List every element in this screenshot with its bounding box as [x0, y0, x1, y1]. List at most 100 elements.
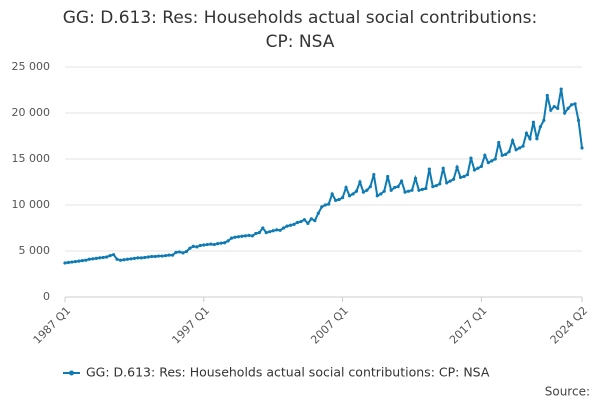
point [448, 179, 452, 183]
point [511, 139, 515, 143]
point [94, 256, 98, 260]
point [559, 87, 563, 91]
y-tick-label: 5 000 [19, 244, 51, 257]
point [167, 253, 171, 257]
point [535, 137, 539, 141]
source: Source: [545, 385, 590, 399]
point [309, 217, 313, 221]
point [302, 218, 307, 222]
point [483, 153, 487, 157]
point [462, 174, 466, 179]
point [455, 165, 459, 169]
point [80, 259, 84, 263]
point [91, 257, 95, 261]
point [524, 131, 529, 135]
point [243, 234, 248, 238]
point [212, 242, 216, 247]
point [351, 192, 355, 196]
point [84, 258, 88, 262]
point [105, 255, 109, 259]
point [486, 161, 490, 165]
point [143, 255, 147, 260]
point [268, 230, 272, 234]
point [545, 93, 549, 98]
point [236, 235, 241, 239]
point [514, 148, 518, 152]
point [517, 146, 522, 150]
point [410, 188, 414, 192]
point [229, 236, 234, 240]
point [316, 211, 320, 215]
point [354, 189, 359, 193]
point [275, 228, 279, 232]
point [115, 257, 119, 261]
point [393, 185, 397, 190]
point [476, 166, 480, 170]
point [271, 229, 275, 233]
point [365, 188, 369, 192]
point [240, 234, 244, 238]
point [576, 118, 581, 122]
point [295, 220, 300, 225]
point [223, 241, 227, 245]
x-tick-label: 2024 Q2 [548, 304, 591, 347]
point [458, 175, 463, 179]
point [132, 256, 136, 260]
point [427, 167, 431, 171]
point [264, 231, 268, 235]
point [465, 173, 470, 177]
point [361, 190, 366, 194]
y-tick-label: 15 000 [12, 152, 51, 165]
point [379, 192, 383, 196]
point [569, 103, 574, 107]
point [358, 180, 362, 184]
point [299, 219, 303, 224]
point [73, 259, 78, 264]
point [233, 235, 237, 239]
point [500, 153, 504, 157]
point [306, 221, 310, 225]
point [288, 223, 293, 227]
point [219, 241, 223, 245]
point [521, 144, 525, 148]
point [538, 125, 542, 129]
point [226, 239, 230, 243]
point [150, 254, 154, 259]
y-tick-label: 0 [43, 290, 50, 303]
point [285, 224, 289, 228]
point [472, 168, 477, 172]
point [417, 188, 421, 192]
point [174, 250, 178, 254]
point [399, 179, 404, 183]
point [434, 184, 438, 188]
point [101, 255, 105, 260]
point [493, 157, 497, 161]
point [66, 260, 71, 265]
point [396, 185, 400, 189]
line [64, 88, 583, 264]
point [389, 188, 393, 192]
point [250, 234, 254, 238]
point [320, 205, 324, 209]
point [313, 219, 317, 223]
point [184, 249, 189, 254]
point [257, 231, 261, 235]
point [146, 255, 150, 259]
point [216, 242, 220, 246]
point [191, 244, 195, 248]
point [153, 254, 157, 259]
point [347, 194, 352, 198]
point [181, 251, 185, 255]
point [129, 257, 133, 261]
point [334, 198, 338, 202]
legend-marker [69, 370, 74, 376]
point [323, 203, 327, 207]
point [77, 259, 81, 263]
point [563, 111, 567, 115]
point [490, 159, 494, 163]
point [344, 185, 348, 190]
point [542, 118, 546, 122]
point [337, 197, 341, 202]
point [507, 150, 511, 154]
